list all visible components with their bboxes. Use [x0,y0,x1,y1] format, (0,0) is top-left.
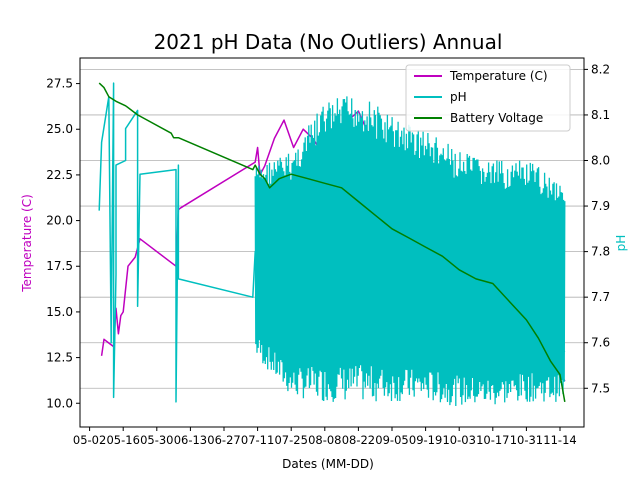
x-axis: 05-02 05-16 05-30 06-13 06-27 07-11 07-25 08-08… [73,427,577,447]
y-left-tick-label-3: 17.5 [46,259,73,273]
y-left-tick-label-6: 25.0 [46,122,73,136]
x-tick-label-8: 08-22 [342,433,375,447]
y-axis-right: 7.5 7.6 7.7 7.8 7.9 8.0 8.1 8.2 [584,62,610,395]
x-tick-label-1: 05-16 [106,433,139,447]
y-left-tick-label-2: 15.0 [46,305,73,319]
y-right-tick-label-7: 8.2 [591,62,610,76]
y-right-tick-label-0: 7.5 [591,381,610,395]
y-right-tick-label-5: 8.0 [591,154,610,168]
x-tick-label-12: 10-17 [476,433,509,447]
y-left-tick-label-0: 10.0 [46,396,73,410]
x-tick-label-9: 09-05 [375,433,408,447]
y-axis-left-label: Temperature (C) [20,194,34,293]
x-tick-label-14: 11-14 [543,433,576,447]
y-right-tick-label-3: 7.8 [591,245,610,259]
x-tick-label-4: 06-27 [207,433,240,447]
legend-label-battery-voltage: Battery Voltage [450,111,543,125]
x-tick-label-2: 05-30 [140,433,173,447]
legend-box [405,64,571,132]
y-axis-right-label: pH [614,235,628,252]
y-left-tick-label-7: 27.5 [46,77,73,91]
x-tick-label-5: 07-11 [241,433,274,447]
x-tick-label-10: 09-19 [409,433,442,447]
x-tick-label-11: 10-03 [442,433,475,447]
y-right-tick-label-6: 8.1 [591,108,610,122]
chart-title: 2021 pH Data (No Outliers) Annual [154,30,503,54]
y-right-tick-label-1: 7.6 [591,336,610,350]
y-axis-left: 10.0 12.5 15.0 17.5 20.0 22.5 25.0 27.5 [46,77,80,410]
y-left-tick-label-5: 22.5 [46,168,73,182]
x-axis-label: Dates (MM-DD) [282,457,374,471]
x-tick-label-6: 07-25 [274,433,307,447]
x-tick-label-0: 05-02 [73,433,106,447]
y-left-tick-label-1: 12.5 [46,351,73,365]
x-tick-label-7: 08-08 [308,433,341,447]
plot-area-frame [79,57,585,428]
y-right-tick-label-4: 7.9 [591,199,610,213]
x-tick-label-13: 10-31 [510,433,543,447]
series-battery-voltage-line [98,82,566,403]
x-tick-label-3: 06-13 [174,433,207,447]
legend: Temperature (C) pH Battery Voltage [405,64,571,132]
y-left-tick-label-4: 20.0 [46,214,73,228]
legend-label-ph: pH [450,90,467,104]
y-right-tick-label-2: 7.7 [591,290,610,304]
legend-label-temperature-c: Temperature (C) [449,69,548,83]
